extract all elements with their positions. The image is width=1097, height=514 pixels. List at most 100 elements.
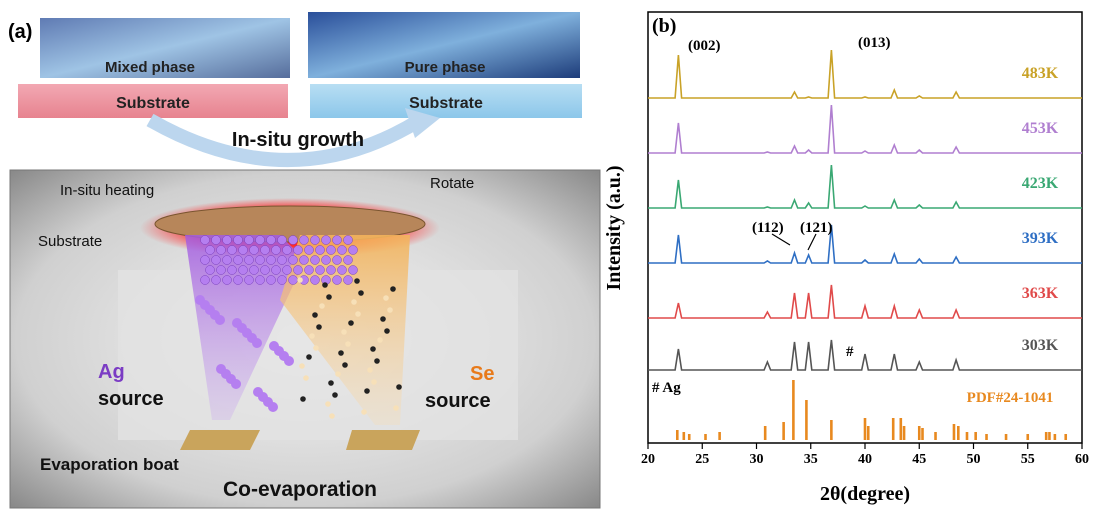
atom (377, 337, 383, 343)
reference-stick (902, 426, 906, 440)
atom (304, 265, 314, 275)
atom (374, 358, 380, 364)
atom (211, 275, 221, 285)
atom (293, 245, 303, 255)
xrd-pattern (648, 164, 1082, 209)
reference-stick (974, 432, 977, 440)
reference-stick (891, 418, 895, 440)
reference-stick (965, 432, 969, 440)
x-tick-label: 25 (695, 452, 709, 467)
mixed-label: Mixed phase (105, 59, 195, 76)
atom (200, 275, 210, 285)
atom (341, 329, 347, 335)
growth-arrow-head (405, 108, 440, 138)
atom (200, 255, 210, 265)
atom (371, 379, 377, 385)
atom (303, 375, 309, 381)
atom (271, 245, 281, 255)
atom (387, 307, 393, 313)
y-axis-title: Intensity (a.u.) (603, 165, 625, 290)
atom (271, 265, 281, 275)
atom (332, 275, 342, 285)
atom (266, 235, 276, 245)
atom (282, 265, 292, 275)
x-tick-label: 35 (804, 452, 818, 467)
atom (310, 255, 320, 265)
atom (299, 235, 309, 245)
reference-stick (792, 380, 795, 440)
series-label: 303K (1022, 337, 1059, 354)
atom (306, 354, 312, 360)
growth-label: In-situ growth (232, 129, 364, 151)
atom (315, 245, 325, 255)
atom (319, 303, 325, 309)
atom (354, 278, 360, 284)
substrate-label: Substrate (116, 95, 190, 112)
atom (211, 255, 221, 265)
atom (277, 235, 287, 245)
atom (249, 265, 259, 275)
atom (364, 388, 370, 394)
atom (348, 320, 354, 326)
rotate-label: Rotate (430, 175, 474, 192)
atom (288, 255, 298, 265)
atom (244, 275, 254, 285)
atoms (195, 235, 402, 419)
atom (380, 316, 386, 322)
atom (284, 356, 294, 366)
reference-stick (682, 432, 686, 440)
atom (233, 275, 243, 285)
atom (355, 311, 361, 317)
se-label: Se (470, 363, 494, 385)
atom (216, 265, 226, 275)
atom (343, 235, 353, 245)
atom (293, 265, 303, 275)
reference-stick (1048, 432, 1051, 440)
boat-label: Evaporation boat (40, 455, 179, 474)
atom (238, 245, 248, 255)
atom (297, 277, 303, 283)
reference-stick (718, 432, 721, 440)
atom (227, 245, 237, 255)
peak-annotation: (112) (752, 220, 784, 236)
xrd-pattern (648, 339, 1082, 371)
reference-stick (1044, 432, 1048, 440)
atom (211, 235, 221, 245)
xrd-pattern (648, 284, 1082, 319)
atom (309, 333, 315, 339)
x-tick-label: 55 (1021, 452, 1035, 467)
peak-annotation: # (846, 344, 854, 360)
se-source-label: source (425, 390, 491, 412)
atom (200, 235, 210, 245)
substrate-label: Substrate (409, 95, 483, 112)
atom (322, 282, 328, 288)
reference-stick (934, 432, 937, 440)
atom (300, 396, 306, 402)
atom (367, 367, 373, 373)
reference-label: PDF#24-1041 (967, 390, 1054, 406)
atom (348, 245, 358, 255)
series-label: 453K (1022, 120, 1059, 137)
plot-frame (647, 11, 1083, 444)
x-tick-label: 60 (1075, 452, 1089, 467)
heating-label: In-situ heating (60, 182, 154, 199)
atom (384, 328, 390, 334)
atom (396, 384, 402, 390)
atom (326, 294, 332, 300)
atom (233, 235, 243, 245)
atom (338, 350, 344, 356)
coevap-label: Co-evaporation (223, 478, 377, 501)
substrate-label: Substrate (38, 233, 102, 250)
reference-stick (957, 426, 960, 440)
atom (313, 345, 319, 351)
x-tick-label: 50 (967, 452, 981, 467)
peak-annotation: # Ag (652, 380, 681, 396)
atom (255, 235, 265, 245)
atom (329, 413, 335, 419)
xrd-pattern (648, 224, 1082, 264)
atom (277, 275, 287, 285)
pure-label: Pure phase (405, 59, 486, 76)
se-boat (346, 430, 420, 450)
reference-stick (805, 400, 808, 440)
mixed-crystals (40, 18, 290, 78)
